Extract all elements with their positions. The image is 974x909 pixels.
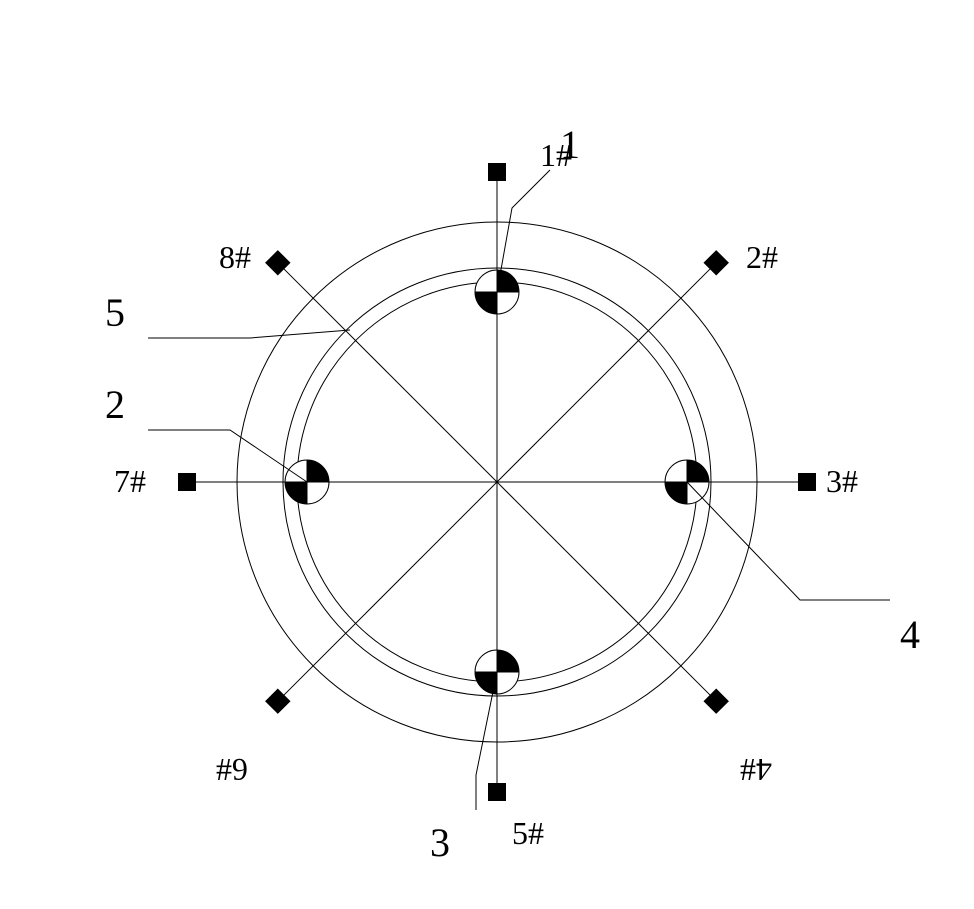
station-label: 7#	[114, 463, 146, 499]
station-label: 3#	[826, 463, 858, 499]
station-label: 8#	[219, 239, 251, 275]
station-label: 4#	[740, 752, 772, 788]
callout-label-5: 5	[105, 290, 125, 335]
callout-label-1: 1	[560, 122, 580, 167]
station-marker-1	[488, 163, 506, 181]
radial-line	[278, 263, 497, 482]
callout-label-3: 3	[430, 820, 450, 865]
radial-line	[497, 482, 716, 701]
radial-line	[278, 482, 497, 701]
callout-leader-5	[148, 330, 350, 338]
radial-line	[497, 263, 716, 482]
station-label: 2#	[746, 239, 778, 275]
station-marker-7	[178, 473, 196, 491]
callout-leader-4	[687, 482, 890, 600]
station-marker-3	[798, 473, 816, 491]
diagram-svg: 1#2#3#4#5#6#7#8#12345	[0, 0, 974, 904]
diagram-container: 1#2#3#4#5#6#7#8#12345	[0, 0, 974, 904]
callout-label-4: 4	[900, 612, 920, 657]
station-label: 6#	[216, 752, 248, 788]
station-marker-5	[488, 783, 506, 801]
station-label: 5#	[512, 815, 544, 851]
callout-label-2: 2	[105, 382, 125, 427]
